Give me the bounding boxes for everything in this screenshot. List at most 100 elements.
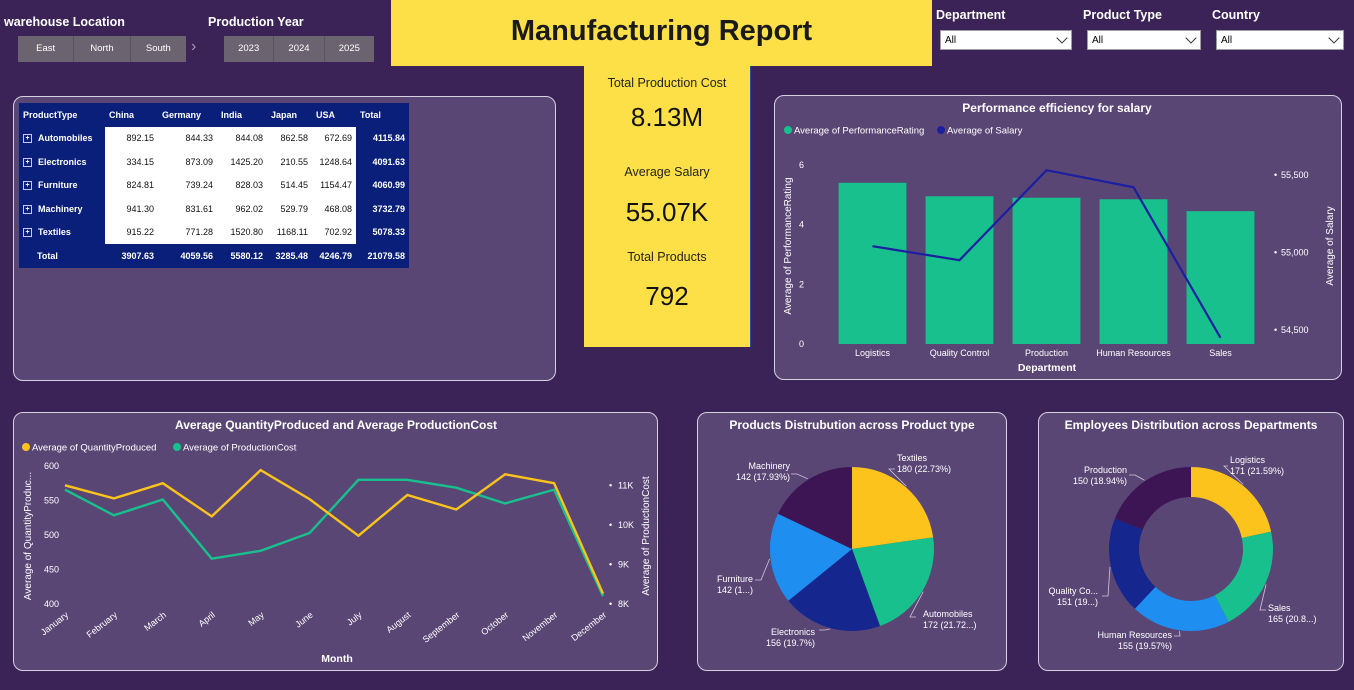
products-pie-label: Electronics <box>771 627 816 637</box>
warehouse-option-north[interactable]: North <box>74 36 131 62</box>
matrix-col-header[interactable]: China <box>105 103 158 127</box>
department-dropdown[interactable]: All <box>940 30 1072 50</box>
employees-donut-slice[interactable] <box>1134 586 1229 631</box>
products-pie-label: Furniture <box>717 574 753 584</box>
products-pie-value-label: 142 (17.93%) <box>736 472 790 482</box>
products-pie-slice[interactable] <box>852 537 934 627</box>
warehouse-option-south[interactable]: South <box>130 36 186 62</box>
matrix-col-header[interactable]: Germany <box>158 103 217 127</box>
matrix-cell: 210.55 <box>267 150 312 174</box>
chevron-down-icon <box>1328 32 1340 44</box>
qc-y2-tick: 9K <box>618 560 629 570</box>
qc-x-tick: December <box>569 610 608 643</box>
total-products-value: 792 <box>645 281 689 311</box>
employees-donut-value-label: 150 (18.94%) <box>1073 476 1127 486</box>
perf-bar[interactable] <box>1186 211 1255 344</box>
qc-x-tick: October <box>479 610 510 638</box>
employees-donut-slice[interactable] <box>1214 531 1273 622</box>
qc-y2-tick: 8K <box>618 599 629 609</box>
warehouse-option-east[interactable]: East <box>18 36 75 62</box>
products-pie-slice[interactable] <box>788 549 881 631</box>
qc-x-tick: June <box>293 610 315 630</box>
matrix-cell: 672.69 <box>312 126 356 150</box>
matrix-row: + Textiles 915.22 771.28 1520.80 1168.11 … <box>19 220 409 244</box>
employees-donut-label: Production <box>1084 465 1127 475</box>
avg-salary-label: Average Salary <box>624 165 710 179</box>
perf-bar[interactable] <box>1012 197 1081 344</box>
matrix-row-header[interactable]: + Automobiles <box>19 126 105 150</box>
matrix-col-header[interactable]: India <box>217 103 267 127</box>
report-title: Manufacturing Report <box>510 15 813 47</box>
employees-donut-slice[interactable] <box>1114 467 1191 530</box>
warehouse-slicer-title: warehouse Location <box>4 15 125 29</box>
products-pie-label: Machinery <box>748 461 790 471</box>
perf-bar[interactable] <box>838 182 907 344</box>
country-dropdown[interactable]: All <box>1216 30 1344 50</box>
product-type-dropdown-value: All <box>1092 35 1104 46</box>
products-pie-slice[interactable] <box>777 467 852 549</box>
legend-label-salary[interactable]: Average of Salary <box>947 126 1023 137</box>
matrix-row-header[interactable]: + Electronics <box>19 150 105 174</box>
matrix-total-cell: 5580.12 <box>217 244 267 268</box>
matrix-cell: 1168.11 <box>267 220 312 244</box>
matrix-cell: 529.79 <box>267 197 312 221</box>
qc-cost-line[interactable] <box>64 478 605 597</box>
quantity-cost-card <box>13 412 658 671</box>
matrix-total-cell: 4246.79 <box>312 244 356 268</box>
matrix-visual: ProductType China Germany India Japan US… <box>19 103 409 268</box>
matrix-cell: 514.45 <box>267 173 312 197</box>
perf-y-tick: 0 <box>799 339 804 349</box>
qc-quantity-line[interactable] <box>64 468 605 595</box>
matrix-row-total: 4091.63 <box>356 150 409 174</box>
expand-plus-icon[interactable]: + <box>23 204 32 214</box>
row-label: Machinery <box>38 203 83 214</box>
title-banner: Manufacturing Report <box>391 0 932 66</box>
perf-bar[interactable] <box>925 196 994 344</box>
matrix-cell: 702.92 <box>312 220 356 244</box>
products-pie-slice[interactable] <box>770 513 852 601</box>
products-pie-slice[interactable] <box>852 467 934 549</box>
department-dropdown-value: All <box>945 35 957 46</box>
matrix-cell: 1154.47 <box>312 173 356 197</box>
qc-x-tick: January <box>39 609 71 637</box>
total-products-label: Total Products <box>627 250 707 264</box>
legend-label-rating[interactable]: Average of PerformanceRating <box>794 126 924 137</box>
matrix-cell: 1520.80 <box>217 220 267 244</box>
matrix-col-header[interactable]: Japan <box>267 103 312 127</box>
legend-marker-cost <box>173 443 181 451</box>
legend-label-cost[interactable]: Average of ProductionCost <box>183 443 297 454</box>
perf-x-tick: Quality Control <box>930 348 990 358</box>
slicer-scroll-right-icon[interactable]: › <box>191 38 197 55</box>
employees-donut-slice[interactable] <box>1109 518 1156 609</box>
perf-y-tick: 2 <box>799 279 804 289</box>
perf-bar[interactable] <box>1099 199 1168 344</box>
expand-plus-icon[interactable]: + <box>23 228 32 238</box>
expand-plus-icon[interactable]: + <box>23 134 32 144</box>
qc-x-tick: November <box>520 610 559 643</box>
country-slicer-title: Country <box>1212 8 1260 22</box>
matrix-col-header[interactable]: ProductType <box>19 103 105 127</box>
employees-donut-slice[interactable] <box>1191 467 1272 538</box>
expand-plus-icon[interactable]: + <box>23 157 32 167</box>
qc-x-tick: February <box>85 609 120 639</box>
matrix-col-header[interactable]: Total <box>356 103 409 127</box>
legend-label-quantity[interactable]: Average of QuantityProduced <box>32 443 156 454</box>
matrix-row-header[interactable]: + Machinery <box>19 197 105 221</box>
expand-plus-icon[interactable]: + <box>23 181 32 191</box>
total-cost-label: Total Production Cost <box>607 76 727 90</box>
perf-y-axis-title: Average of PerformanceRating <box>783 177 794 314</box>
matrix-row-header[interactable]: + Textiles <box>19 220 105 244</box>
year-option-2023[interactable]: 2023 <box>224 36 275 62</box>
matrix-col-header[interactable]: USA <box>312 103 356 127</box>
perf-x-tick: Logistics <box>855 348 891 358</box>
year-option-2025[interactable]: 2025 <box>324 36 374 62</box>
year-option-2024[interactable]: 2024 <box>274 36 325 62</box>
legend-marker-quantity <box>22 443 30 451</box>
employees-donut-value-label: 171 (21.59%) <box>1230 466 1284 476</box>
matrix-row-total: 4115.84 <box>356 126 409 150</box>
perf-salary-line[interactable] <box>872 168 1222 339</box>
product-type-dropdown[interactable]: All <box>1087 30 1201 50</box>
products-pie-value-label: 180 (22.73%) <box>897 464 951 474</box>
matrix-row-header[interactable]: + Furniture <box>19 173 105 197</box>
avg-salary-value: 55.07K <box>625 197 709 227</box>
